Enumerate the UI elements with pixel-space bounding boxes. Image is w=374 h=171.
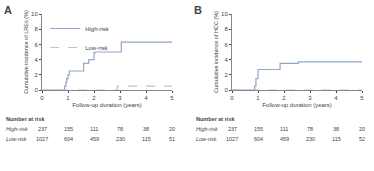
- svg-text:2: 2: [34, 72, 38, 78]
- svg-text:3: 3: [118, 95, 122, 101]
- svg-text:Low-risk: Low-risk: [6, 136, 27, 142]
- svg-text:115: 115: [332, 136, 341, 142]
- svg-text:604: 604: [254, 136, 263, 142]
- svg-text:2: 2: [282, 95, 286, 101]
- svg-text:5: 5: [170, 95, 174, 101]
- svg-text:High-risk: High-risk: [196, 126, 218, 132]
- svg-text:604: 604: [64, 136, 73, 142]
- svg-text:1: 1: [256, 95, 260, 101]
- svg-text:230: 230: [116, 136, 125, 142]
- svg-text:78: 78: [307, 126, 313, 132]
- svg-text:Follow-up duration (years): Follow-up duration (years): [72, 102, 142, 108]
- svg-text:4: 4: [144, 95, 148, 101]
- svg-text:Cumulative incidence of LREs (: Cumulative incidence of LREs (%): [23, 10, 29, 94]
- svg-text:10: 10: [221, 11, 228, 17]
- svg-text:Cumulative incidence of HCC (%: Cumulative incidence of HCC (%): [213, 11, 219, 93]
- svg-text:3: 3: [308, 95, 312, 101]
- svg-text:20: 20: [169, 126, 175, 132]
- svg-text:111: 111: [90, 126, 98, 132]
- svg-text:8: 8: [34, 26, 38, 32]
- svg-text:459: 459: [90, 136, 99, 142]
- svg-text:8: 8: [224, 26, 228, 32]
- svg-text:1027: 1027: [36, 136, 48, 142]
- svg-text:237: 237: [38, 126, 47, 132]
- svg-text:459: 459: [280, 136, 289, 142]
- svg-text:6: 6: [224, 42, 228, 48]
- svg-text:Number at risk: Number at risk: [6, 116, 45, 122]
- svg-text:1027: 1027: [226, 136, 238, 142]
- svg-text:4: 4: [334, 95, 338, 101]
- svg-text:Low-risk: Low-risk: [85, 45, 108, 51]
- svg-text:0: 0: [230, 95, 234, 101]
- svg-text:6: 6: [34, 42, 38, 48]
- svg-text:111: 111: [280, 126, 288, 132]
- svg-text:High-risk: High-risk: [6, 126, 28, 132]
- svg-text:38: 38: [333, 126, 339, 132]
- svg-text:4: 4: [224, 57, 228, 63]
- svg-text:0: 0: [40, 95, 44, 101]
- svg-text:38: 38: [143, 126, 149, 132]
- svg-text:A: A: [4, 4, 12, 16]
- svg-text:Low-risk: Low-risk: [196, 136, 217, 142]
- svg-text:High-risk: High-risk: [85, 26, 110, 32]
- svg-text:Number at risk: Number at risk: [196, 116, 235, 122]
- svg-text:237: 237: [228, 126, 237, 132]
- svg-text:0: 0: [34, 87, 38, 93]
- svg-text:5: 5: [360, 95, 364, 101]
- svg-text:10: 10: [31, 11, 38, 17]
- svg-text:115: 115: [142, 136, 151, 142]
- svg-text:0: 0: [224, 87, 228, 93]
- svg-text:B: B: [194, 4, 202, 16]
- svg-text:155: 155: [64, 126, 73, 132]
- svg-text:2: 2: [224, 72, 228, 78]
- svg-text:78: 78: [117, 126, 123, 132]
- svg-text:1: 1: [66, 95, 70, 101]
- svg-text:2: 2: [92, 95, 96, 101]
- svg-text:51: 51: [169, 136, 175, 142]
- svg-text:Follow-up duration (years): Follow-up duration (years): [262, 102, 332, 108]
- svg-text:155: 155: [254, 126, 263, 132]
- svg-text:52: 52: [359, 136, 365, 142]
- svg-text:4: 4: [34, 57, 38, 63]
- svg-text:20: 20: [359, 126, 365, 132]
- svg-text:230: 230: [306, 136, 315, 142]
